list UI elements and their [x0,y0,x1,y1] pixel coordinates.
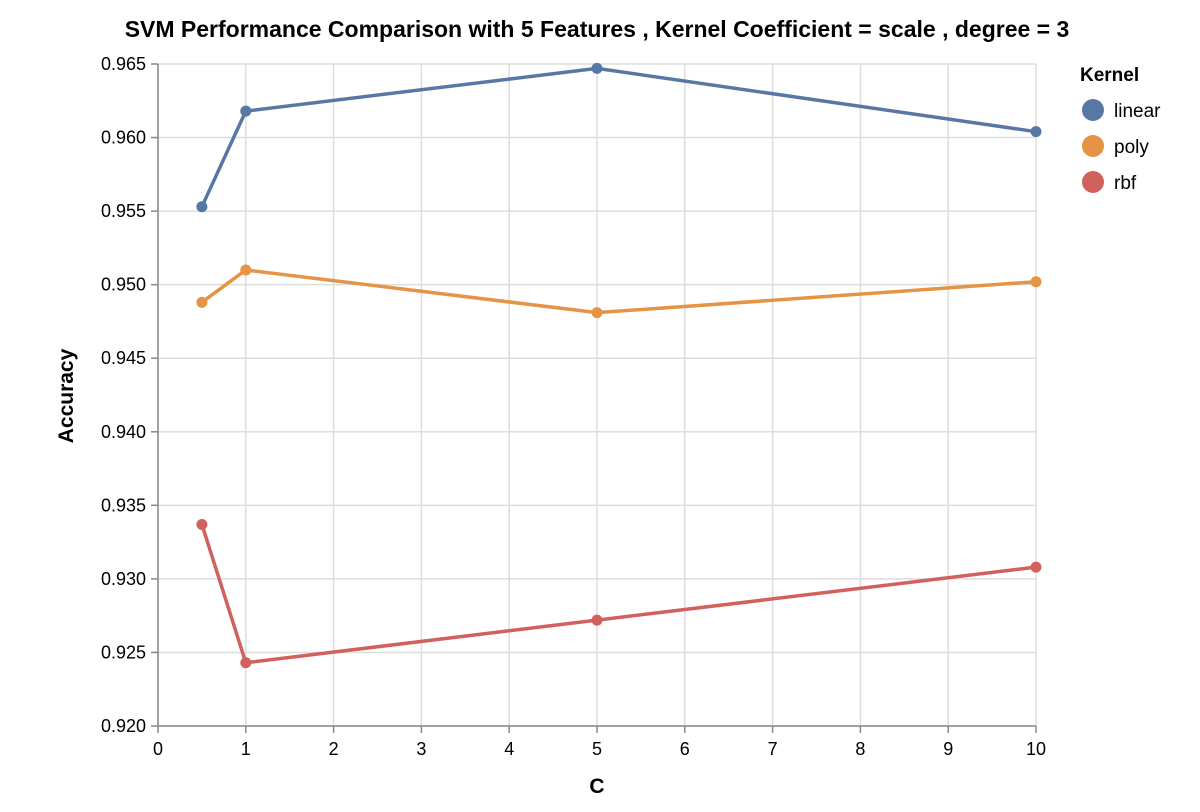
legend-label-linear: linear [1114,101,1161,122]
y-tick-label: 0.920 [101,716,146,736]
y-tick-label: 0.925 [101,642,146,662]
y-tick-label: 0.955 [101,201,146,221]
y-tick-label: 0.950 [101,275,146,295]
axes: 0 1 2 3 4 5 6 7 8 9 10 0.920 0.925 0.930 0.935 0.940 0.9… [101,54,1046,759]
legend-symbol-rbf [1082,171,1104,193]
grid [157,63,1037,727]
data-point-rbf[interactable] [1030,561,1042,573]
series-poly [196,264,1042,319]
y-tick-label: 0.945 [101,348,146,368]
legend-label-poly: poly [1114,137,1149,158]
series-line-linear [200,66,1038,209]
legend-label-rbf: rbf [1114,173,1137,194]
data-point-poly[interactable] [240,264,252,276]
data-point-linear[interactable] [591,62,603,74]
x-tick-label: 1 [241,739,251,759]
y-tick-label: 0.960 [101,128,146,148]
x-tick-label: 7 [768,739,778,759]
x-tick-label: 9 [943,739,953,759]
series-rbf [196,518,1042,669]
legend-title: Kernel [1080,65,1139,86]
data-point-rbf[interactable] [591,614,603,626]
x-tick-label: 0 [153,739,163,759]
data-point-linear[interactable] [196,201,208,213]
x-tick-label: 3 [416,739,426,759]
series-group [196,62,1042,669]
legend-symbol-linear [1082,99,1104,121]
x-tick-label: 5 [592,739,602,759]
y-tick-label: 0.940 [101,422,146,442]
y-tick-label: 0.965 [101,54,146,74]
series-line-poly [200,268,1038,315]
series-line-rbf [200,522,1038,665]
data-point-poly[interactable] [1030,276,1042,288]
x-tick-label: 4 [504,739,514,759]
data-point-rbf[interactable] [196,518,208,530]
series-linear [196,62,1042,213]
data-point-rbf[interactable] [240,657,252,669]
data-point-linear[interactable] [1030,126,1042,138]
data-point-poly[interactable] [591,307,603,319]
x-tick-label: 10 [1026,739,1046,759]
x-axis-title: C [589,775,604,798]
data-point-linear[interactable] [240,105,252,117]
x-tick-label: 2 [329,739,339,759]
data-point-poly[interactable] [196,296,208,308]
legend: Kernel linear poly rbf [1080,65,1161,194]
chart-title: SVM Performance Comparison with 5 Featur… [125,16,1070,42]
y-tick-label: 0.930 [101,569,146,589]
legend-symbol-poly [1082,135,1104,157]
x-tick-label: 6 [680,739,690,759]
x-tick-label: 8 [855,739,865,759]
y-tick-label: 0.935 [101,495,146,515]
y-axis-title: Accuracy [55,348,78,443]
